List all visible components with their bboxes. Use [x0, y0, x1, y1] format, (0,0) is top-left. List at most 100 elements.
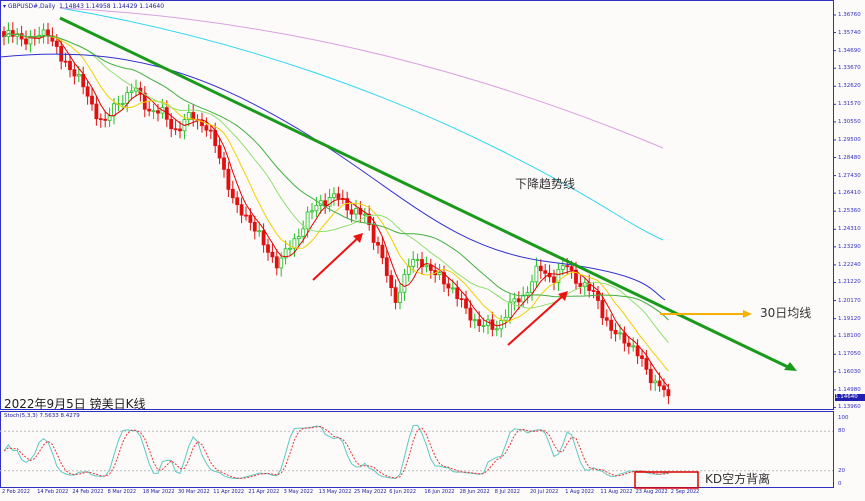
candle	[24, 38, 28, 45]
candle	[239, 204, 244, 216]
candle	[349, 209, 354, 215]
candle	[76, 73, 81, 77]
x-tick-label: 3 May 2022	[283, 489, 314, 495]
ma10-line	[3, 33, 669, 372]
stoch-label: Stoch(5,3,3) 7.5633 8.4279	[4, 413, 80, 419]
y-tick-label: 1.32620	[838, 83, 861, 90]
candle	[512, 298, 517, 303]
y-tick-label: 1.36760	[838, 12, 861, 18]
candle	[600, 300, 605, 319]
candle	[578, 282, 583, 288]
candle	[186, 112, 191, 121]
y-tick-label: 1.14980	[838, 386, 861, 393]
candle	[420, 259, 424, 268]
ma5-line	[3, 33, 669, 388]
y-tick-label: 1.25360	[838, 208, 861, 215]
x-tick-label: 23 Aug 2022	[635, 489, 668, 495]
candle	[261, 230, 266, 246]
ma30-label: 30日均线	[760, 306, 812, 320]
x-tick-label: 2 Feb 2022	[2, 489, 30, 495]
candle	[402, 273, 407, 293]
candle	[296, 236, 301, 240]
candle	[103, 118, 108, 121]
y-tick-label: 1.20170	[838, 297, 861, 304]
candle	[384, 257, 389, 276]
y-tick-label: 1.18100	[838, 333, 861, 340]
y-tick-label: 1.35740	[838, 29, 861, 36]
candle	[257, 230, 262, 233]
candle	[481, 325, 486, 327]
candle	[446, 283, 451, 289]
candle	[305, 211, 310, 230]
candle	[371, 224, 376, 243]
x-tick-label: 11 Apr 2022	[213, 489, 245, 495]
candle	[208, 129, 213, 132]
red-arrowhead	[558, 291, 568, 301]
chart-header: ▾ GBPUSD#,Daily 1.14843 1.14958 1.14429 …	[3, 3, 165, 10]
y-tick-label: 1.29500	[838, 136, 861, 143]
candle	[424, 264, 429, 268]
candle	[288, 247, 292, 250]
candle	[226, 168, 231, 190]
candle	[530, 281, 534, 294]
candle	[314, 204, 319, 212]
stoch-d-line	[3, 426, 669, 479]
candle	[230, 188, 235, 199]
candle	[644, 358, 649, 370]
candle	[270, 251, 275, 258]
candle	[626, 342, 631, 347]
candle	[54, 40, 59, 47]
candle	[283, 248, 288, 259]
candle	[521, 294, 526, 303]
x-tick-label: 21 Apr 2022	[248, 489, 280, 495]
x-tick-label: 25 May 2022	[354, 489, 387, 495]
candle	[151, 110, 156, 113]
candle	[10, 30, 15, 37]
x-tick-label: 20 Jul 2022	[530, 489, 559, 495]
candle	[503, 316, 508, 321]
candle	[494, 328, 499, 331]
candle	[508, 301, 512, 318]
candle	[653, 380, 658, 384]
candle	[613, 329, 618, 335]
y-tick-label: 1.21220	[838, 279, 861, 286]
stoch-k-line	[3, 424, 669, 480]
candle	[301, 228, 306, 237]
candle	[125, 92, 130, 104]
stoch-level-label: 80	[838, 428, 845, 435]
trend-arrowhead	[784, 362, 797, 371]
x-tick-label: 8 Jul 2022	[494, 489, 520, 495]
candle	[574, 269, 578, 284]
candle	[635, 345, 640, 357]
candle	[323, 200, 328, 207]
candle	[266, 244, 270, 253]
candle	[640, 355, 644, 359]
x-tick-label: 18 Mar 2022	[142, 489, 175, 495]
candle	[428, 264, 433, 271]
x-tick-label: 24 Feb 2022	[72, 489, 104, 495]
chart-caption: 2022年9月5日 镑美日K线	[4, 397, 146, 411]
candle	[367, 213, 372, 225]
stoch-level-label: 20	[838, 467, 845, 474]
candle	[169, 118, 174, 130]
candle	[279, 257, 284, 269]
candle	[468, 307, 473, 321]
stoch-level-label: 100	[838, 415, 849, 421]
candle	[556, 268, 561, 283]
candle	[552, 276, 556, 283]
candle	[41, 29, 46, 36]
ma250-line	[59, 7, 664, 149]
x-tick-label: 13 May 2022	[318, 489, 352, 495]
y-tick-label: 1.24310	[838, 226, 861, 233]
candle	[142, 92, 147, 110]
candle	[591, 290, 596, 292]
red-arrow	[312, 235, 361, 281]
stoch-level-label: 0	[838, 481, 842, 487]
x-tick-label: 16 Jun 2022	[424, 489, 455, 495]
candle	[666, 389, 671, 397]
candle	[68, 60, 72, 71]
candle	[310, 210, 314, 213]
y-tick-label: 1.16030	[838, 368, 861, 375]
ohlc-values: 1.14843 1.14958 1.14429 1.14640	[59, 3, 165, 10]
